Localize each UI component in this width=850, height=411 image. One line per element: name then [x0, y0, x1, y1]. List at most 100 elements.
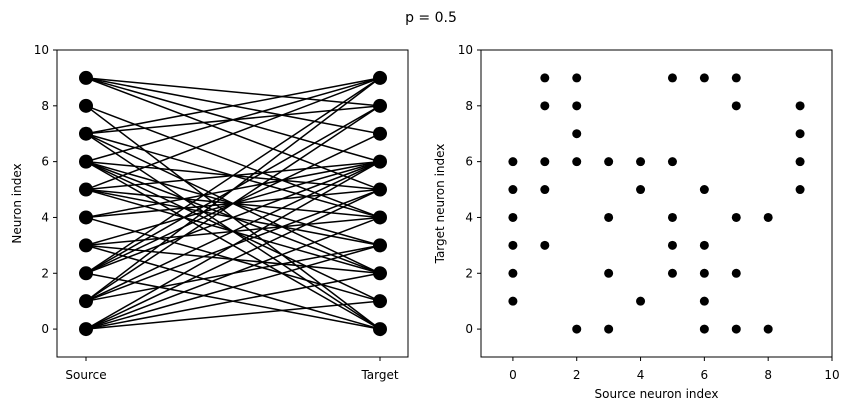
- source-node: [79, 70, 93, 85]
- connection-point: [508, 240, 518, 250]
- connection-point: [604, 157, 614, 167]
- connection-point: [540, 157, 550, 167]
- connection-point: [731, 73, 741, 83]
- y-tick-label: 0: [41, 322, 49, 336]
- source-node: [79, 238, 93, 253]
- connection-point: [604, 212, 614, 222]
- connection-point: [667, 268, 677, 278]
- connection-point: [540, 185, 550, 195]
- connection-line: [85, 133, 381, 330]
- connection-line: [85, 77, 381, 191]
- connection-point: [508, 268, 518, 278]
- connection-point: [540, 240, 550, 250]
- connection-line: [85, 216, 381, 302]
- connection-point: [699, 324, 709, 334]
- connection-point: [667, 157, 677, 167]
- y-tick-label: 2: [465, 266, 473, 280]
- connection-line: [85, 300, 381, 330]
- target-node: [373, 322, 387, 337]
- x-tick-label: 2: [573, 368, 581, 382]
- source-node: [79, 98, 93, 113]
- connection-point: [795, 185, 805, 195]
- connection-point: [699, 73, 709, 83]
- y-tick-label: 8: [465, 99, 473, 113]
- connection-point: [508, 296, 518, 306]
- connection-line: [85, 77, 381, 107]
- source-node: [79, 322, 93, 337]
- connection-point: [699, 296, 709, 306]
- source-node: [79, 126, 93, 141]
- right-x-ticks: 0 2 4 6 8 10: [509, 357, 840, 382]
- connection-line: [85, 272, 381, 330]
- connection-line: [85, 105, 381, 330]
- connection-point: [699, 185, 709, 195]
- y-tick-label: 10: [34, 43, 49, 57]
- y-tick-label: 4: [41, 210, 49, 224]
- y-tick-label: 2: [41, 266, 49, 280]
- target-node: [373, 210, 387, 225]
- y-tick-label: 8: [41, 99, 49, 113]
- connection-point: [731, 324, 741, 334]
- connection-lines: [85, 77, 381, 330]
- panel-connection-scatter: 0 2 4 6 8 10 0 2 4 6 8 10 Source neuron index Targ…: [433, 43, 840, 401]
- x-tick-label: 10: [824, 368, 839, 382]
- target-node: [373, 182, 387, 197]
- x-tick-label: 8: [764, 368, 772, 382]
- connection-line: [85, 77, 381, 135]
- x-tick-label: Source: [65, 368, 106, 382]
- left-axes-frame: [56, 49, 409, 358]
- y-tick-label: 10: [458, 43, 473, 57]
- y-tick-label: 6: [41, 155, 49, 169]
- connection-point: [604, 268, 614, 278]
- connection-point: [572, 73, 582, 83]
- connection-point: [508, 212, 518, 222]
- connection-line: [85, 160, 381, 330]
- connection-point: [699, 268, 709, 278]
- target-node: [373, 238, 387, 253]
- left-x-ticks: Source Target: [65, 357, 399, 382]
- connection-point: [508, 157, 518, 167]
- connection-point: [763, 324, 773, 334]
- y-tick-label: 0: [465, 322, 473, 336]
- connection-point: [763, 212, 773, 222]
- target-node: [373, 98, 387, 113]
- right-x-axis-label: Source neuron index: [595, 387, 719, 401]
- right-axes-frame: [480, 49, 833, 358]
- connection-line: [85, 105, 381, 219]
- left-y-ticks: 0 2 4 6 8 10: [34, 43, 57, 336]
- y-tick-label: 6: [465, 155, 473, 169]
- connection-point: [667, 240, 677, 250]
- connection-point: [572, 101, 582, 111]
- connection-point: [795, 101, 805, 111]
- connection-point: [540, 101, 550, 111]
- connection-point: [540, 73, 550, 83]
- connection-point: [636, 185, 646, 195]
- source-node: [79, 210, 93, 225]
- connection-point: [572, 129, 582, 139]
- connection-point: [731, 268, 741, 278]
- source-node: [79, 266, 93, 281]
- connection-point: [572, 157, 582, 167]
- right-y-axis-label: Target neuron index: [433, 144, 447, 265]
- target-node: [373, 294, 387, 309]
- target-node: [373, 266, 387, 281]
- connection-line: [85, 133, 381, 274]
- connection-point: [636, 157, 646, 167]
- left-y-axis-label: Neuron index: [10, 163, 24, 243]
- target-node: [373, 70, 387, 85]
- source-node: [79, 294, 93, 309]
- connection-point: [636, 296, 646, 306]
- connection-point: [508, 185, 518, 195]
- figure-suptitle: p = 0.5: [405, 10, 457, 26]
- connection-point: [667, 212, 677, 222]
- y-tick-label: 4: [465, 210, 473, 224]
- connection-point: [731, 212, 741, 222]
- connection-point: [699, 240, 709, 250]
- x-tick-label: 4: [637, 368, 645, 382]
- target-node: [373, 154, 387, 169]
- connection-points: [508, 73, 805, 334]
- neuron-nodes: [79, 70, 387, 337]
- connection-point: [667, 73, 677, 83]
- panel-network-graph: 0 2 4 6 8 10 Source Target Neuron index: [10, 43, 409, 382]
